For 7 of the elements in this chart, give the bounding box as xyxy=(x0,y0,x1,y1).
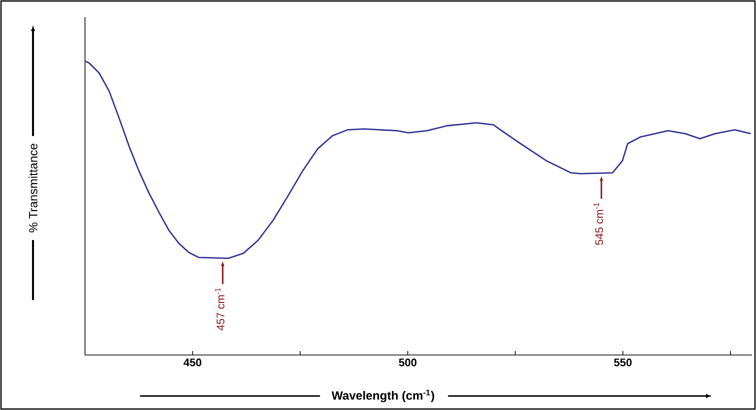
x-tick-label: 500 xyxy=(398,358,416,366)
x-tick-label: 550 xyxy=(614,358,632,366)
x-tick-label: 450 xyxy=(184,358,202,366)
annotation: 545 cm$^{-1}$ xyxy=(594,202,604,245)
y-axis-title: % Transmittance xyxy=(28,144,38,232)
x-axis-title: Wavelength (cm$^{-1}$) xyxy=(332,390,434,402)
annotation: 457 cm$^{-1}$ xyxy=(215,288,224,330)
